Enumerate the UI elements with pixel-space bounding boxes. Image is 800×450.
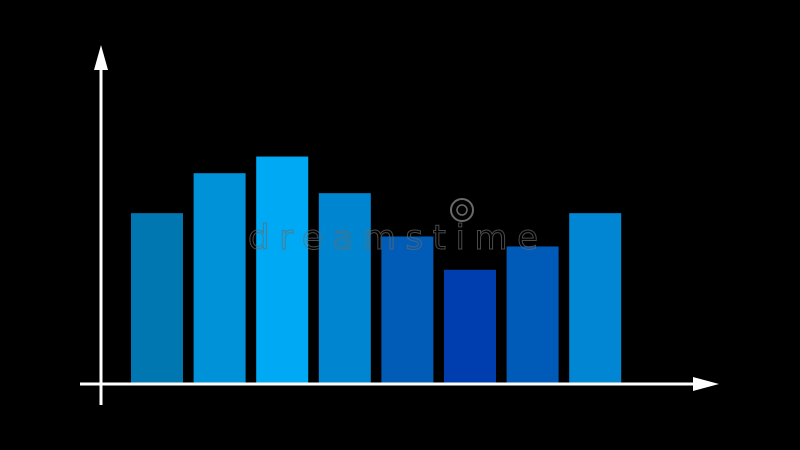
bar-5 [381, 236, 434, 383]
bar-4 [318, 193, 371, 383]
bars-group [131, 156, 622, 383]
bar-3 [256, 156, 309, 383]
x-axis-arrow-icon [693, 377, 719, 391]
y-axis-arrow-icon [94, 45, 108, 70]
bar-1 [131, 213, 183, 383]
bar-2 [193, 173, 246, 383]
bar-7 [506, 246, 559, 383]
svg-text:dreamstime: dreamstime [248, 218, 538, 258]
bar-8 [569, 213, 622, 383]
bar-6 [444, 269, 496, 383]
